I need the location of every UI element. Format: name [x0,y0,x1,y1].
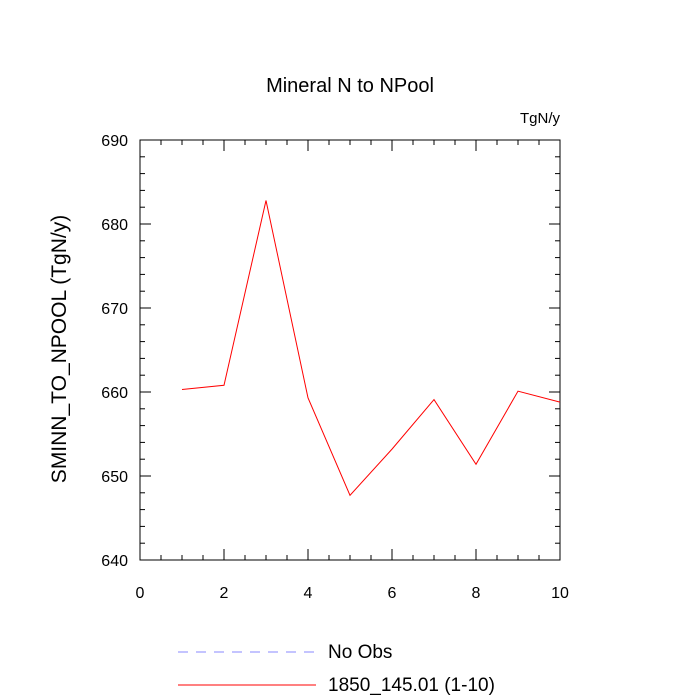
series-line [181,200,561,497]
x-tick-label: 6 [388,585,397,602]
plot-frame [139,139,561,561]
y-tick-label: 680 [101,217,128,234]
units-label: TgN/y [520,110,561,127]
y-axis-label: SMINN_TO_NPOOL (TgN/y) [48,215,71,483]
y-tick-label: 660 [101,385,128,402]
legend: No Obs 1850_145.01 (1-10) [178,642,495,696]
chart-title: Mineral N to NPool [266,75,434,97]
y-tick-label: 640 [101,553,128,570]
legend-label-no-obs: No Obs [328,642,392,663]
y-tick-label: 650 [101,469,128,486]
y-tick-label: 690 [101,133,128,150]
x-tick-label: 10 [551,585,569,602]
x-tick-label: 0 [136,585,145,602]
y-tick-label: 670 [101,301,128,318]
legend-label-series: 1850_145.01 (1-10) [328,675,495,696]
plot-area: 0 2 4 6 8 10 640 650 660 670 680 690 [101,133,569,602]
x-tick-label: 2 [220,585,229,602]
x-tick-label: 8 [472,585,481,602]
x-tick-label: 4 [304,585,313,602]
